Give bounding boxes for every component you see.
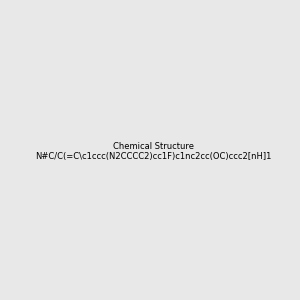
Text: Chemical Structure
N#C/C(=C\c1ccc(N2CCCC2)cc1F)c1nc2cc(OC)ccc2[nH]1: Chemical Structure N#C/C(=C\c1ccc(N2CCCC… — [36, 142, 272, 161]
